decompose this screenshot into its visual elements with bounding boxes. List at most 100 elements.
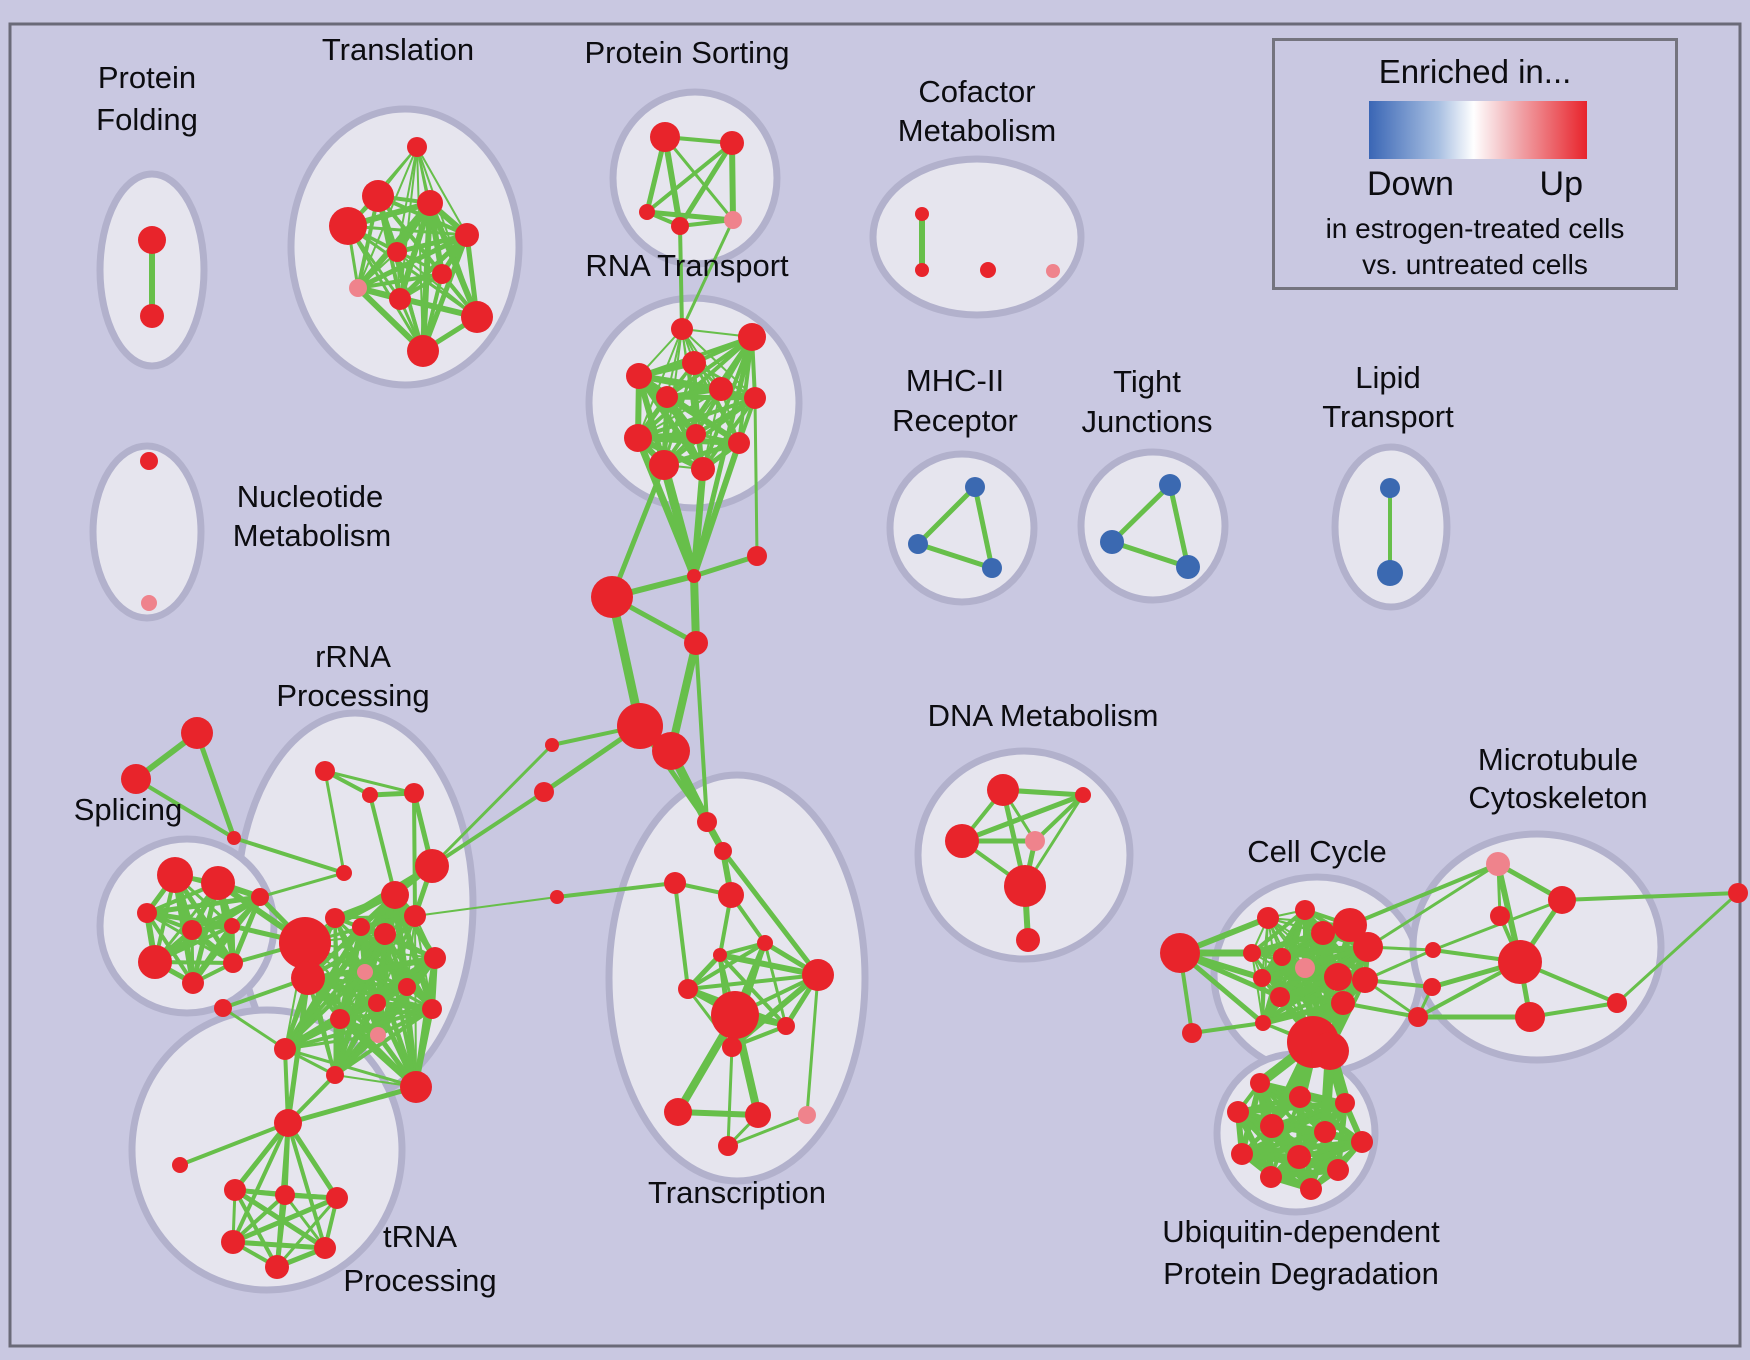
gene-set-node[interactable] xyxy=(1728,883,1748,903)
gene-set-node[interactable] xyxy=(314,1237,336,1259)
gene-set-node[interactable] xyxy=(987,774,1019,806)
gene-set-node[interactable] xyxy=(1548,886,1576,914)
gene-set-node[interactable] xyxy=(1352,967,1378,993)
gene-set-node[interactable] xyxy=(461,301,493,333)
gene-set-node[interactable] xyxy=(157,857,193,893)
gene-set-node[interactable] xyxy=(274,1109,302,1137)
gene-set-node[interactable] xyxy=(275,1185,295,1205)
gene-set-node[interactable] xyxy=(224,1179,246,1201)
gene-set-node[interactable] xyxy=(802,959,834,991)
gene-set-node[interactable] xyxy=(1287,1145,1311,1169)
gene-set-node[interactable] xyxy=(400,1071,432,1103)
gene-set-node[interactable] xyxy=(140,452,158,470)
gene-set-node[interactable] xyxy=(1300,1178,1322,1200)
gene-set-node[interactable] xyxy=(1270,987,1290,1007)
gene-set-node[interactable] xyxy=(387,242,407,262)
gene-set-node[interactable] xyxy=(718,882,744,908)
gene-set-node[interactable] xyxy=(709,377,733,401)
gene-set-node[interactable] xyxy=(315,761,335,781)
gene-set-node[interactable] xyxy=(1311,1032,1349,1070)
gene-set-node[interactable] xyxy=(221,1230,245,1254)
gene-set-node[interactable] xyxy=(407,137,427,157)
gene-set-node[interactable] xyxy=(265,1255,289,1279)
gene-set-node[interactable] xyxy=(141,595,157,611)
gene-set-node[interactable] xyxy=(1250,1073,1270,1093)
gene-set-node[interactable] xyxy=(336,865,352,881)
gene-set-node[interactable] xyxy=(362,180,394,212)
gene-set-node[interactable] xyxy=(1025,831,1045,851)
gene-set-node[interactable] xyxy=(686,424,706,444)
gene-set-node[interactable] xyxy=(415,849,449,883)
gene-set-node[interactable] xyxy=(1231,1143,1253,1165)
gene-set-node[interactable] xyxy=(626,363,652,389)
gene-set-node[interactable] xyxy=(121,764,151,794)
gene-set-node[interactable] xyxy=(251,888,269,906)
gene-set-node[interactable] xyxy=(652,732,690,770)
gene-set-node[interactable] xyxy=(1159,474,1181,496)
gene-set-node[interactable] xyxy=(352,918,370,936)
gene-set-node[interactable] xyxy=(1160,933,1200,973)
gene-set-node[interactable] xyxy=(550,890,564,904)
gene-set-node[interactable] xyxy=(1273,948,1291,966)
gene-set-node[interactable] xyxy=(1408,1007,1428,1027)
gene-set-node[interactable] xyxy=(664,1098,692,1126)
gene-set-node[interactable] xyxy=(664,872,686,894)
gene-set-node[interactable] xyxy=(1335,1093,1355,1113)
gene-set-node[interactable] xyxy=(201,866,235,900)
gene-set-node[interactable] xyxy=(1046,264,1060,278)
gene-set-node[interactable] xyxy=(224,918,240,934)
gene-set-node[interactable] xyxy=(722,1037,742,1057)
gene-set-node[interactable] xyxy=(1353,932,1383,962)
gene-set-node[interactable] xyxy=(1253,969,1271,987)
gene-set-node[interactable] xyxy=(1289,1086,1311,1108)
gene-set-node[interactable] xyxy=(624,424,652,452)
gene-set-node[interactable] xyxy=(389,288,411,310)
gene-set-node[interactable] xyxy=(329,207,367,245)
gene-set-node[interactable] xyxy=(745,1102,771,1128)
gene-set-node[interactable] xyxy=(138,226,166,254)
gene-set-node[interactable] xyxy=(678,979,698,999)
gene-set-node[interactable] xyxy=(1331,991,1355,1015)
gene-set-node[interactable] xyxy=(357,964,373,980)
gene-set-node[interactable] xyxy=(172,1157,188,1173)
gene-set-node[interactable] xyxy=(1377,560,1403,586)
gene-set-node[interactable] xyxy=(1295,958,1315,978)
gene-set-node[interactable] xyxy=(757,935,773,951)
gene-set-node[interactable] xyxy=(591,576,633,618)
gene-set-node[interactable] xyxy=(1243,944,1261,962)
gene-set-node[interactable] xyxy=(714,842,732,860)
gene-set-node[interactable] xyxy=(980,262,996,278)
gene-set-node[interactable] xyxy=(711,991,759,1039)
gene-set-node[interactable] xyxy=(227,831,241,845)
gene-set-node[interactable] xyxy=(744,387,766,409)
gene-set-node[interactable] xyxy=(404,783,424,803)
gene-set-node[interactable] xyxy=(908,534,928,554)
gene-set-node[interactable] xyxy=(274,1038,296,1060)
gene-set-node[interactable] xyxy=(1351,1131,1373,1153)
gene-set-node[interactable] xyxy=(691,457,715,481)
gene-set-node[interactable] xyxy=(617,703,663,749)
gene-set-node[interactable] xyxy=(798,1106,816,1124)
gene-set-node[interactable] xyxy=(182,972,204,994)
gene-set-node[interactable] xyxy=(279,917,331,969)
gene-set-node[interactable] xyxy=(1423,978,1441,996)
gene-set-node[interactable] xyxy=(724,211,742,229)
gene-set-node[interactable] xyxy=(1075,787,1091,803)
gene-set-node[interactable] xyxy=(368,994,386,1012)
gene-set-node[interactable] xyxy=(370,1027,386,1043)
gene-set-node[interactable] xyxy=(1498,940,1542,984)
gene-set-node[interactable] xyxy=(1260,1114,1284,1138)
gene-set-node[interactable] xyxy=(1425,942,1441,958)
gene-set-node[interactable] xyxy=(915,263,929,277)
gene-set-node[interactable] xyxy=(1257,907,1279,929)
gene-set-node[interactable] xyxy=(1327,1159,1349,1181)
gene-set-node[interactable] xyxy=(915,207,929,221)
gene-set-node[interactable] xyxy=(720,131,744,155)
gene-set-node[interactable] xyxy=(982,558,1002,578)
gene-set-node[interactable] xyxy=(777,1017,795,1035)
gene-set-node[interactable] xyxy=(326,1187,348,1209)
gene-set-node[interactable] xyxy=(656,386,678,408)
gene-set-node[interactable] xyxy=(214,999,232,1017)
gene-set-node[interactable] xyxy=(140,304,164,328)
gene-set-node[interactable] xyxy=(1295,900,1315,920)
